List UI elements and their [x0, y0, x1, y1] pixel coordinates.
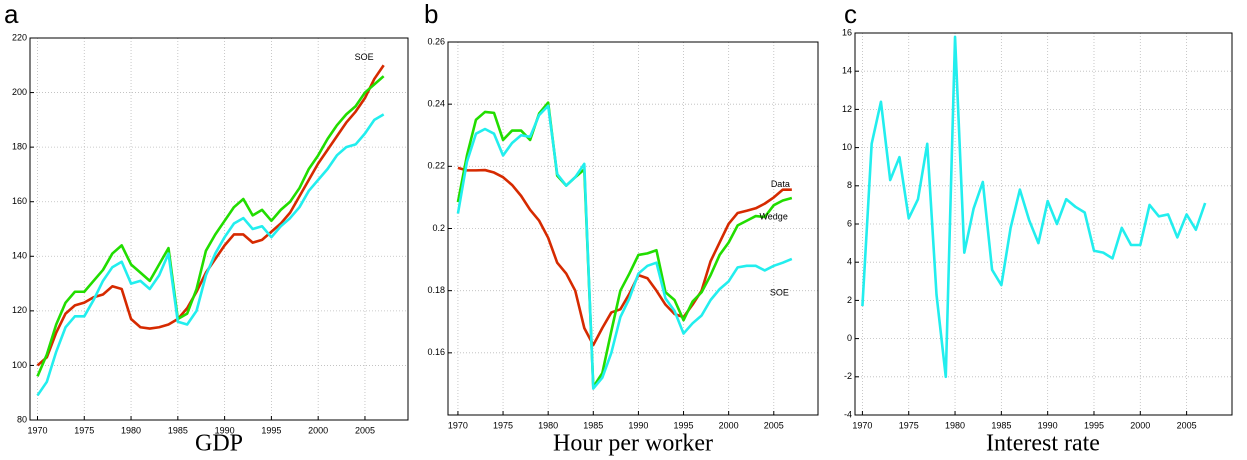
- y-tick-label: 0.24: [427, 99, 445, 109]
- x-tick-label: 2005: [355, 425, 375, 435]
- series-label: SOE: [355, 52, 374, 62]
- x-tick-label: 1975: [74, 425, 94, 435]
- x-tick-label: 1970: [852, 420, 872, 430]
- plot-frame: [29, 37, 409, 421]
- series-label: Data: [771, 179, 790, 189]
- y-tick-label: 14: [842, 66, 852, 76]
- y-tick-label: 0.22: [427, 161, 445, 171]
- series-line: [457, 166, 792, 347]
- y-tick-label: 2: [847, 295, 852, 305]
- panel-letter: b: [424, 0, 438, 29]
- y-tick-label: 220: [12, 32, 27, 42]
- series-line: [36, 64, 385, 367]
- y-tick-label: 0.26: [427, 36, 445, 46]
- series-label: Wedge: [759, 211, 787, 221]
- y-tick-label: 200: [12, 87, 27, 97]
- plot-frame: [854, 32, 1233, 416]
- plot-frame: [447, 41, 819, 416]
- y-tick-label: 140: [12, 251, 27, 261]
- panel-letter: c: [844, 0, 857, 29]
- y-tick-label: 100: [12, 360, 27, 370]
- x-tick-label: 1970: [27, 425, 47, 435]
- x-tick-label: 1995: [261, 425, 281, 435]
- x-tick-label: 1980: [121, 425, 141, 435]
- x-tick-label: 1970: [448, 420, 468, 430]
- series-label: SOE: [770, 287, 789, 297]
- series-line: [36, 75, 385, 377]
- y-tick-label: 8: [847, 180, 852, 190]
- y-tick-label: 12: [842, 104, 852, 114]
- y-tick-label: -2: [844, 371, 852, 381]
- x-axis-title: Interest rate: [986, 431, 1100, 457]
- x-tick-label: 2005: [764, 420, 784, 430]
- x-tick-label: 1990: [1038, 420, 1058, 430]
- x-tick-label: 1990: [215, 425, 235, 435]
- y-tick-label: 120: [12, 305, 27, 315]
- x-tick-label: 1975: [899, 420, 919, 430]
- x-tick-label: 1990: [628, 420, 648, 430]
- x-axis-title: GDP: [195, 431, 243, 457]
- x-tick-label: 1980: [538, 420, 558, 430]
- y-tick-label: 80: [17, 414, 27, 424]
- x-tick-label: 1995: [1084, 420, 1104, 430]
- y-tick-label: 0: [847, 333, 852, 343]
- y-tick-label: 4: [847, 257, 852, 267]
- x-tick-label: 1975: [493, 420, 513, 430]
- y-tick-label: -4: [844, 409, 852, 419]
- y-tick-label: 0.2: [432, 223, 445, 233]
- series-line: [456, 101, 793, 389]
- x-tick-label: 1985: [168, 425, 188, 435]
- x-tick-label: 1995: [674, 420, 694, 430]
- series-line: [861, 35, 1207, 379]
- x-axis-title: Hour per worker: [553, 431, 713, 457]
- x-tick-label: 2000: [719, 420, 739, 430]
- y-tick-label: 6: [847, 218, 852, 228]
- x-tick-label: 1985: [583, 420, 603, 430]
- y-tick-label: 16: [842, 27, 852, 37]
- series-line: [456, 104, 793, 390]
- x-tick-label: 1980: [945, 420, 965, 430]
- series-line: [36, 113, 385, 397]
- y-tick-label: 160: [12, 196, 27, 206]
- x-tick-label: 2000: [1130, 420, 1150, 430]
- y-tick-label: 10: [842, 142, 852, 152]
- x-tick-label: 2000: [308, 425, 328, 435]
- x-tick-label: 2005: [1177, 420, 1197, 430]
- y-tick-label: 0.18: [427, 285, 445, 295]
- x-tick-label: 1985: [991, 420, 1011, 430]
- y-tick-label: 180: [12, 142, 27, 152]
- panel-letter: a: [4, 0, 19, 29]
- y-tick-label: 0.16: [427, 347, 445, 357]
